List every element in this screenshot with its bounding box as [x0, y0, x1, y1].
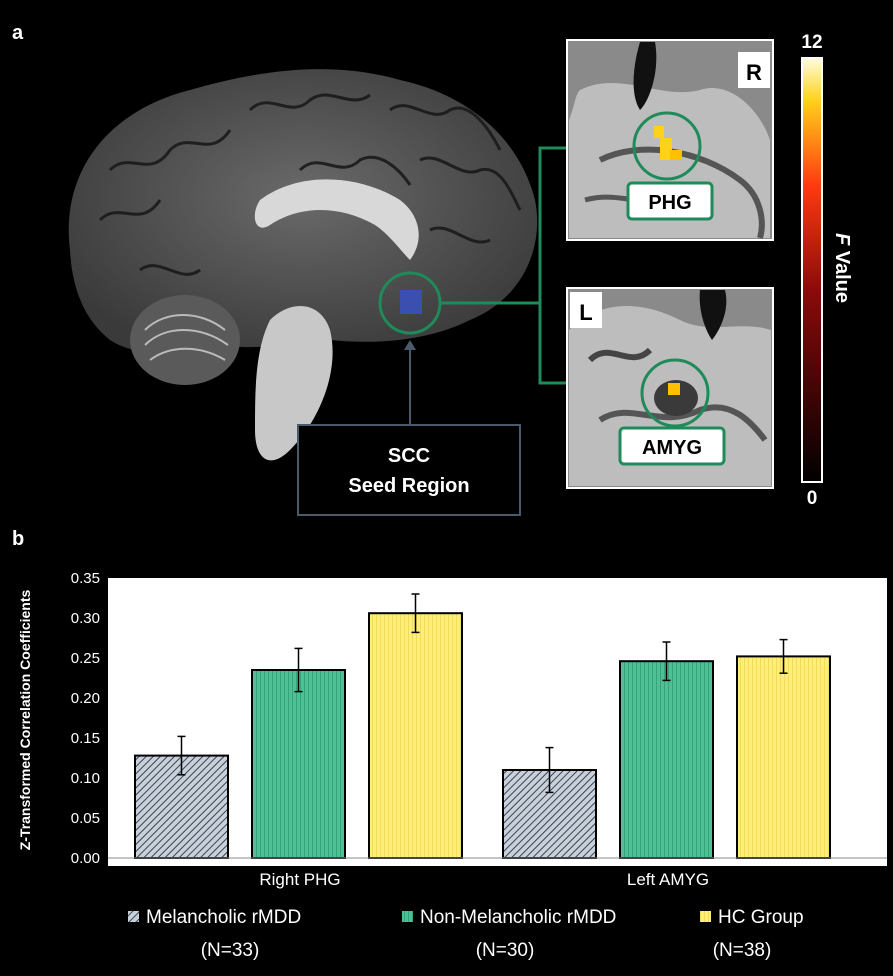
- y-tick-label: 0.05: [71, 810, 100, 827]
- colorbar-label-rest: Value: [831, 245, 853, 303]
- bar: [368, 612, 463, 859]
- y-tick-label: 0.15: [71, 730, 100, 747]
- seed-pointer-arrowhead: [404, 340, 416, 350]
- seed-region-box: [297, 424, 521, 516]
- y-axis-label: Z-Transformed Correlation Coefficients: [17, 589, 33, 850]
- legend: Melancholic rMDD (N=33) Non-Melancholic rM…: [128, 907, 804, 961]
- inset-right-region-label: PHG: [648, 192, 691, 214]
- inset-right-phg: R PHG: [566, 39, 774, 241]
- bar: [736, 655, 831, 859]
- sagittal-brain-slice: [68, 69, 538, 461]
- colorbar-label-italic: F: [831, 233, 853, 246]
- legend-swatch: [402, 911, 413, 922]
- y-tick-label: 0.25: [71, 650, 100, 667]
- bars: [108, 593, 887, 860]
- inset-left-hemisphere-label: L: [579, 300, 592, 325]
- bar-chart: Z-Transformed Correlation Coefficients 0…: [17, 570, 887, 961]
- bar: [619, 660, 714, 859]
- y-tick-label: 0.20: [71, 690, 100, 707]
- y-tick-labels: 0.00 0.05 0.10 0.15 0.20 0.25 0.30 0.35: [71, 570, 100, 867]
- panel-b-label: b: [12, 528, 25, 550]
- legend-label: Melancholic rMDD: [146, 907, 301, 928]
- panel-a: a: [12, 22, 853, 516]
- legend-label: Non-Melancholic rMDD: [420, 907, 616, 928]
- panel-b: b Z-Transformed Correlation Coefficients…: [0, 520, 893, 971]
- seed-region-subtitle: Seed Region: [348, 475, 469, 497]
- x-category-labels: Right PHG Left AMYG: [259, 870, 709, 889]
- colorbar-label: F Value: [831, 233, 853, 303]
- colorbar-max: 12: [801, 32, 822, 53]
- y-tick-label: 0.00: [71, 850, 100, 867]
- legend-label: HC Group: [718, 907, 804, 928]
- inset-right-hemisphere-label: R: [746, 60, 762, 85]
- y-tick-label: 0.30: [71, 610, 100, 627]
- y-tick-label: 0.35: [71, 570, 100, 587]
- legend-n-label: (N=30): [476, 940, 535, 961]
- legend-swatch: [700, 911, 711, 922]
- inset-left-region-label: AMYG: [642, 437, 702, 459]
- legend-n-label: (N=33): [201, 940, 260, 961]
- inset-left-amyg: L AMYG: [566, 287, 774, 489]
- seed-region-title: SCC: [388, 445, 430, 467]
- legend-swatch: [128, 911, 139, 922]
- panel-a-label: a: [12, 22, 24, 44]
- colorbar: 12 0 F Value: [801, 32, 853, 509]
- brain-figure: SCC Seed Region R PHG: [68, 32, 853, 516]
- x-category-label: Left AMYG: [627, 870, 709, 889]
- x-category-label: Right PHG: [259, 870, 340, 889]
- y-tick-label: 0.10: [71, 770, 100, 787]
- legend-n-label: (N=38): [713, 940, 772, 961]
- colorbar-min: 0: [807, 488, 818, 509]
- seed-region-marker: [400, 290, 422, 314]
- bar: [251, 669, 346, 859]
